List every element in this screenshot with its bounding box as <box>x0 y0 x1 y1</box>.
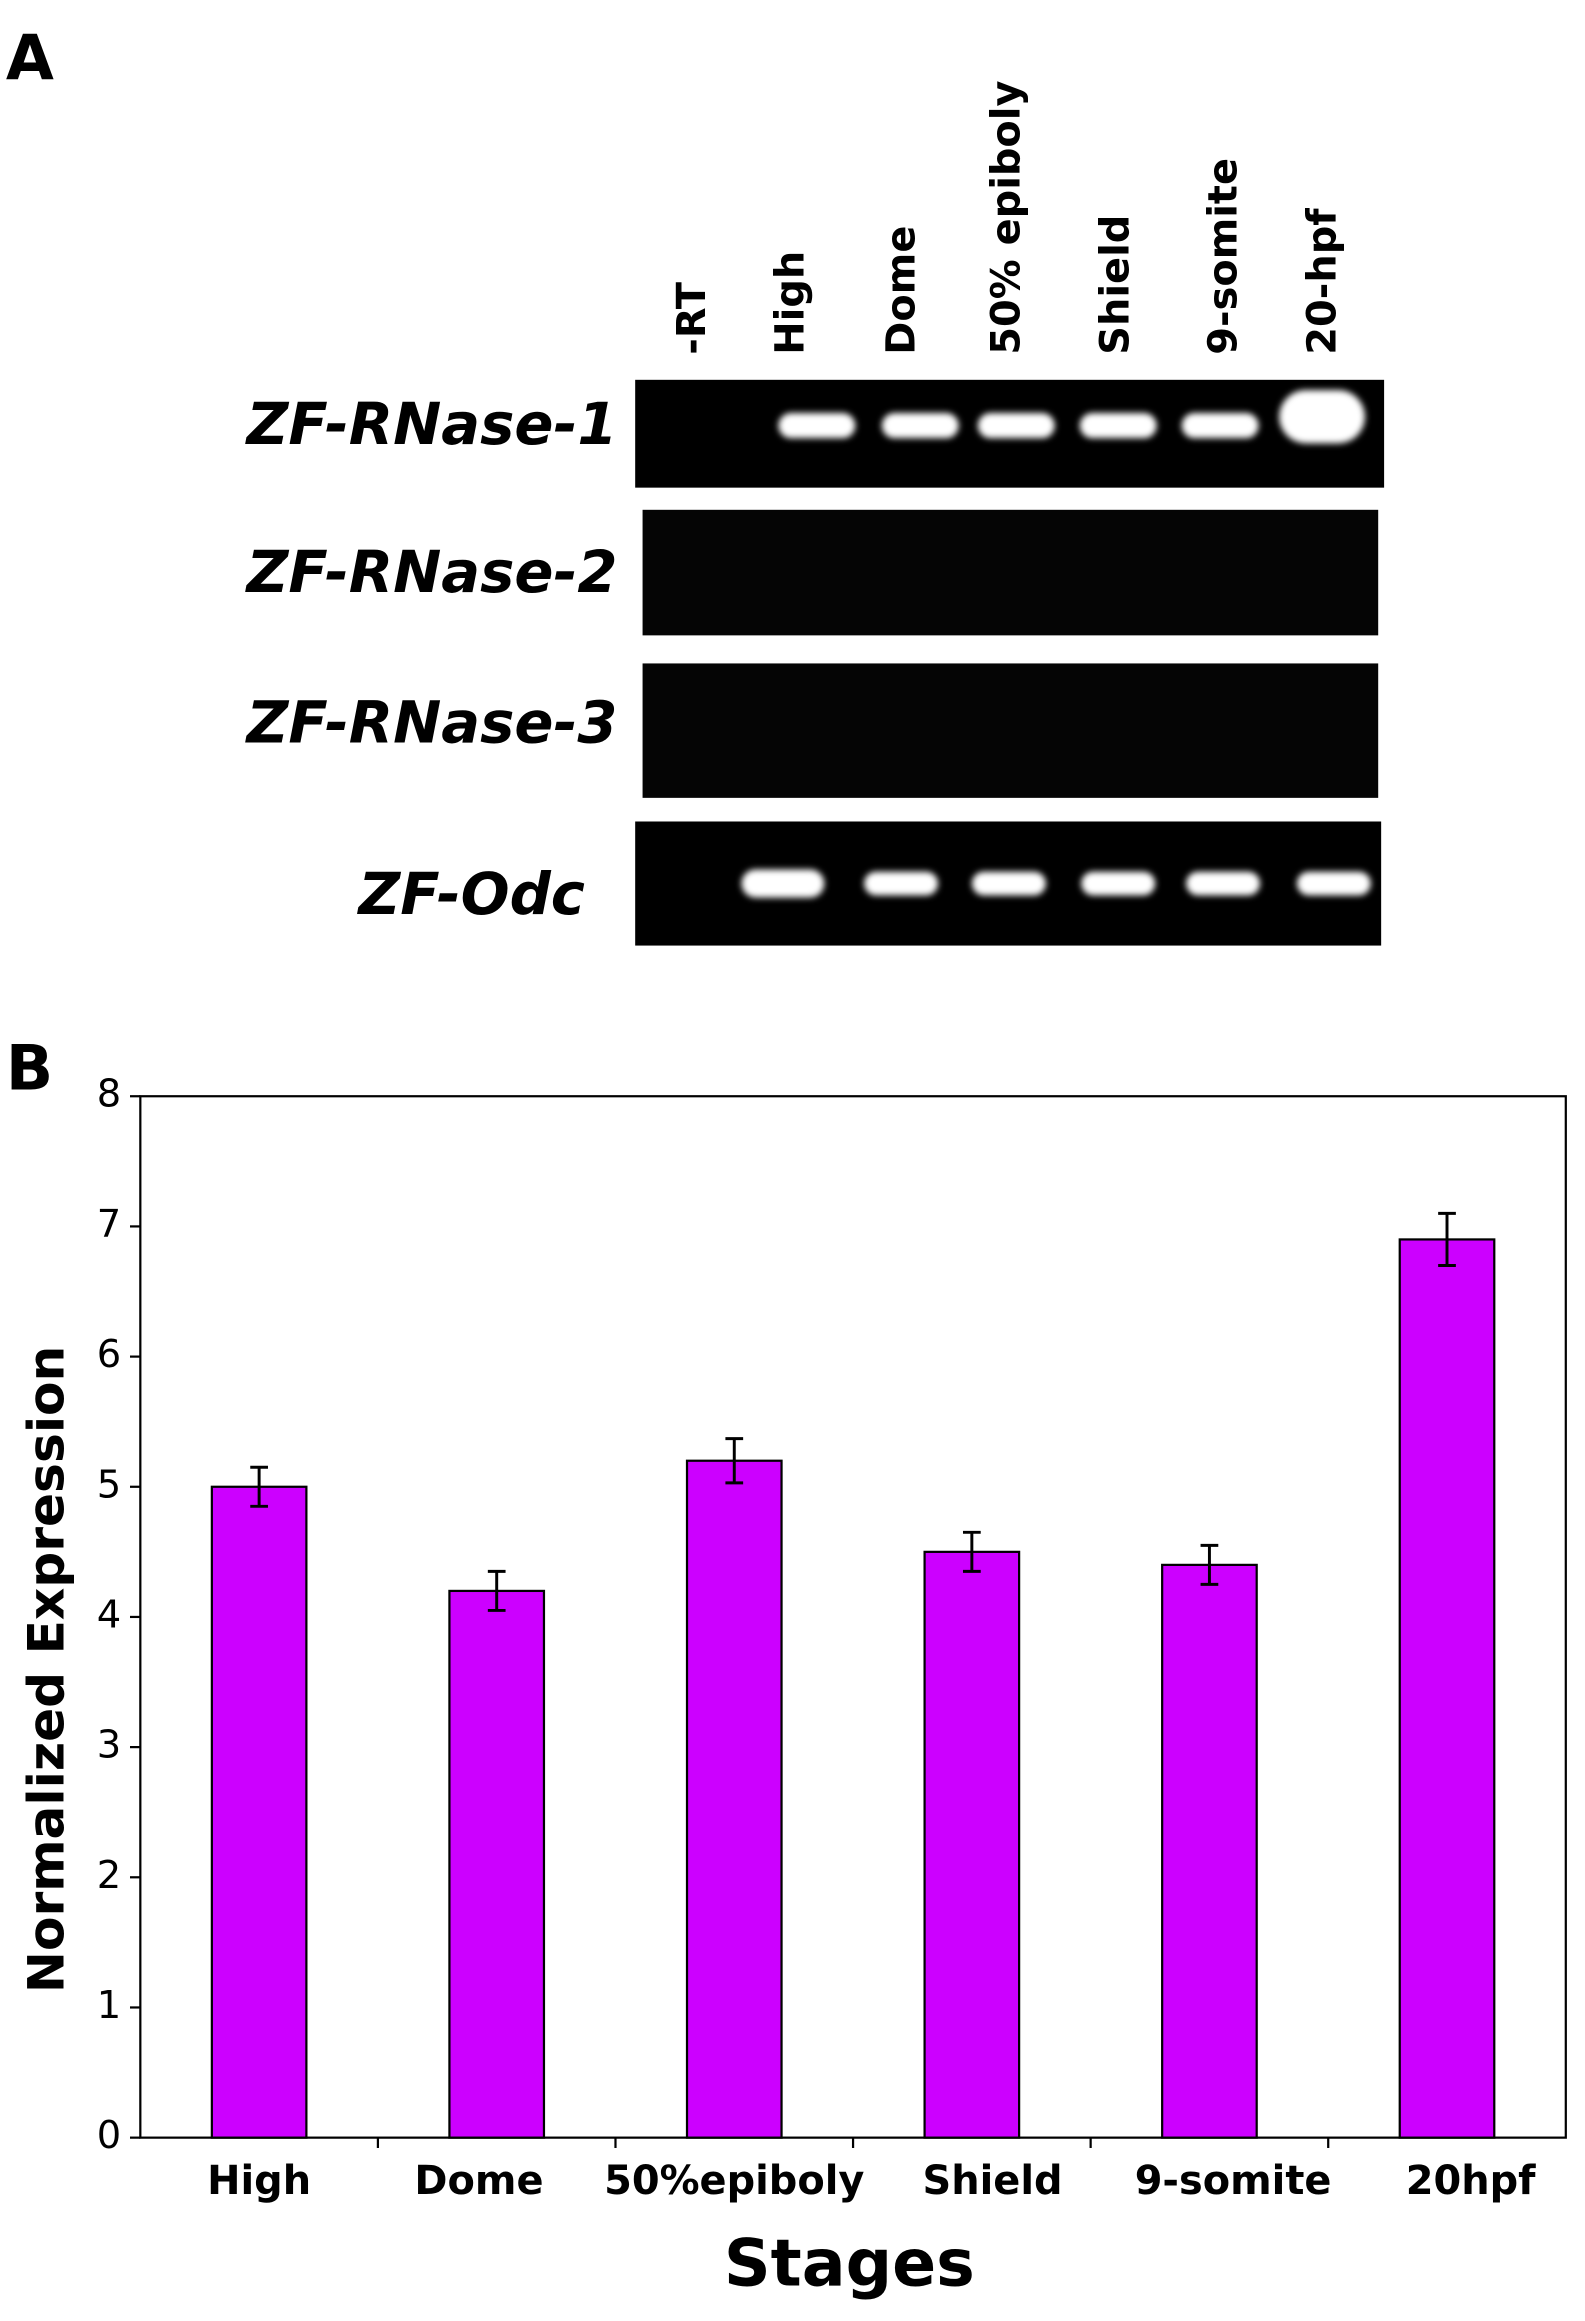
bar <box>923 1550 1021 2139</box>
lane-label: Dome <box>879 226 925 355</box>
gene-label: ZF-Odc <box>356 861 584 928</box>
bar <box>685 1459 783 2139</box>
gel-strip <box>642 663 1379 798</box>
gel-band <box>1181 413 1259 439</box>
gene-label: ZF-RNase-1 <box>245 391 618 458</box>
y-tick-label: 3 <box>97 1723 121 1768</box>
x-tick-label: 9-somite <box>1135 2158 1332 2204</box>
x-tick-label: High <box>207 2158 311 2204</box>
y-tick-label: 2 <box>97 1853 121 1898</box>
y-axis-label: Normalized Expression <box>17 1346 76 1993</box>
y-tick-label: 5 <box>97 1462 121 1507</box>
gel-band <box>881 413 959 439</box>
lane-label: High <box>768 251 814 355</box>
gel-band <box>741 869 825 898</box>
y-tick-label: 8 <box>97 1072 121 1117</box>
gene-label: ZF-RNase-2 <box>245 539 618 606</box>
gel <box>635 379 1385 946</box>
lane-label: 50% epiboly <box>983 81 1029 355</box>
y-tick-label: 1 <box>97 1983 121 2028</box>
x-axis-label: Stages <box>724 2227 975 2302</box>
gel-band <box>1279 390 1365 444</box>
y-tick-label: 0 <box>97 2113 121 2158</box>
gel-band <box>778 413 856 439</box>
y-tick-label: 6 <box>97 1332 121 1377</box>
bar <box>1398 1238 1496 2139</box>
lane-label: 20-hpf <box>1300 208 1346 355</box>
gel-band <box>864 871 939 896</box>
plot-frame <box>139 1095 1567 2139</box>
gel-band <box>971 871 1046 896</box>
gel-strip <box>642 509 1379 636</box>
y-tick-label: 4 <box>97 1592 121 1637</box>
lane-label: Shield <box>1093 215 1139 355</box>
gel-band <box>1296 871 1371 896</box>
y-tick-label: 7 <box>97 1202 121 1247</box>
bar <box>210 1485 308 2139</box>
x-tick-label: Shield <box>923 2158 1063 2204</box>
lane-label: -RT <box>669 282 715 355</box>
gel-band <box>1079 413 1157 439</box>
panel-label: B <box>6 1032 53 1105</box>
x-tick-label: 20hpf <box>1406 2158 1536 2204</box>
gel-band <box>1186 871 1261 896</box>
x-tick-label: 50%epiboly <box>604 2158 864 2204</box>
bar <box>448 1589 546 2139</box>
x-tick-label: Dome <box>414 2158 543 2204</box>
gel-band <box>977 413 1055 439</box>
gene-label: ZF-RNase-3 <box>245 690 618 757</box>
bar <box>1161 1563 1258 2139</box>
lane-label: 9-somite <box>1201 158 1247 355</box>
gel-band <box>1081 871 1156 896</box>
panel-label: A <box>6 21 54 94</box>
